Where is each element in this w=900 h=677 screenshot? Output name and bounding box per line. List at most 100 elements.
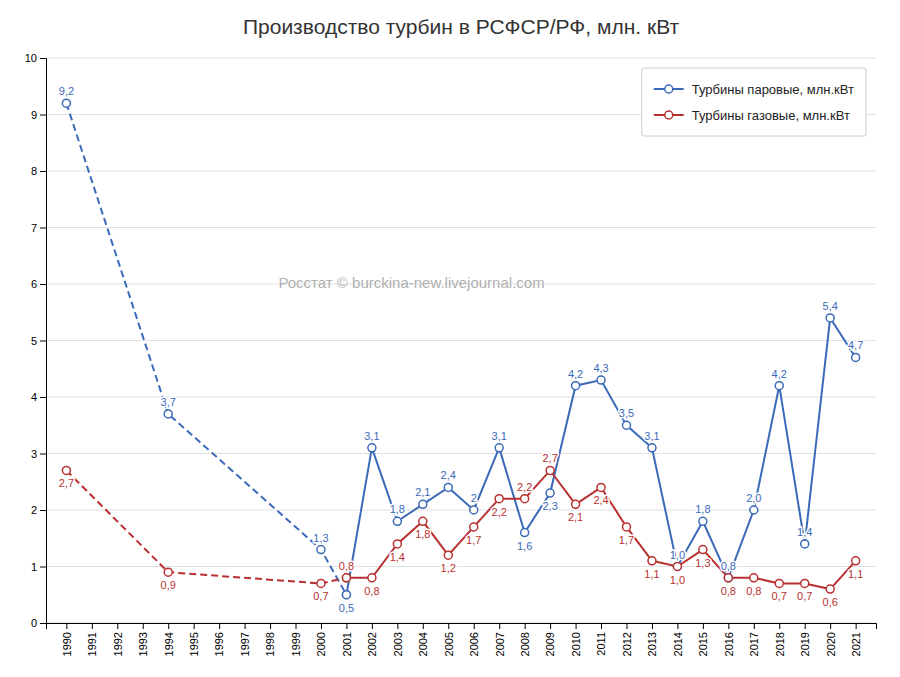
series-line: [346, 318, 855, 595]
x-tick-label: 2017: [748, 632, 760, 656]
series-point: [801, 579, 809, 587]
x-tick: 2006: [468, 623, 480, 656]
series-point: [648, 557, 656, 565]
y-tick-label: 10: [25, 52, 37, 64]
y-tick-mark: [40, 454, 46, 455]
data-label: 2,4: [593, 494, 608, 506]
y-axis-line: [40, 59, 47, 624]
x-tick-label: 2002: [366, 632, 378, 656]
y-tick-label: 1: [31, 561, 37, 573]
x-tick-label: 2021: [850, 632, 862, 656]
series-point: [750, 574, 758, 582]
series-point: [521, 495, 529, 503]
series-point: [164, 568, 172, 576]
y-tick: 3: [31, 448, 46, 460]
x-tick: 1994: [163, 623, 175, 656]
x-tick-mark: [474, 623, 475, 629]
series-point: [673, 563, 681, 571]
x-tick-mark: [168, 623, 169, 629]
series-point: [724, 574, 732, 582]
x-tick: 1990: [61, 623, 73, 656]
series-point: [699, 546, 707, 554]
y-tick-label: 0: [31, 617, 37, 629]
data-label: 0,8: [746, 585, 761, 597]
series-point: [546, 489, 554, 497]
x-tick-label: 2003: [392, 632, 404, 656]
data-label: 1,8: [415, 528, 430, 540]
y-tick-label: 2: [31, 504, 37, 516]
series-point: [521, 529, 529, 537]
grid-line: [46, 171, 876, 172]
data-labels: 9,22,73,70,91,30,70,80,53,10,81,81,42,11…: [59, 85, 864, 614]
y-axis: 012345678910: [25, 52, 47, 629]
y-tick-label: 6: [31, 278, 37, 290]
grid-line: [46, 453, 876, 454]
data-label: 0,7: [313, 590, 328, 602]
series-point: [393, 540, 401, 548]
x-axis: 1990199119921993199419951996199719981999…: [47, 623, 877, 656]
grid-line: [46, 227, 876, 228]
x-tick-label: 2015: [697, 632, 709, 656]
series-point: [164, 410, 172, 418]
data-label: 1,2: [441, 562, 456, 574]
x-tick-mark: [754, 623, 755, 629]
y-tick: 8: [31, 165, 46, 177]
data-label: 3,7: [161, 396, 176, 408]
legend-label: Турбины газовые, млн.кВт: [692, 108, 850, 123]
data-label: 1,8: [695, 503, 710, 515]
data-label: 4,2: [568, 368, 583, 380]
x-tick-label: 2008: [519, 632, 531, 656]
data-label: 9,2: [59, 85, 74, 97]
data-label: 4,2: [772, 368, 787, 380]
x-tick: 2003: [392, 623, 404, 656]
data-label: 0,7: [797, 590, 812, 602]
x-tick-mark: [703, 623, 704, 629]
plot-area: [62, 99, 859, 599]
data-label: 2,1: [568, 511, 583, 523]
data-label: 1,4: [390, 551, 405, 563]
y-tick-mark: [40, 397, 46, 398]
x-tick-label: 2016: [723, 632, 735, 656]
x-tick-mark: [728, 623, 729, 629]
x-tick-label: 2004: [417, 632, 429, 656]
y-tick: 0: [31, 617, 46, 629]
y-tick-label: 9: [31, 109, 37, 121]
x-tick-label: 2006: [468, 632, 480, 656]
legend-marker: [665, 111, 673, 119]
grid-line: [46, 566, 876, 567]
data-label: 0,9: [161, 579, 176, 591]
x-tick-label: 1996: [213, 632, 225, 656]
data-label: 5,4: [823, 300, 838, 312]
series-point: [62, 466, 70, 474]
x-tick-label: 2020: [825, 632, 837, 656]
x-tick: 2004: [417, 623, 429, 656]
series-point: [317, 579, 325, 587]
data-label: 2,2: [517, 481, 532, 493]
x-tick: 2019: [799, 623, 811, 656]
x-tick-mark: [448, 623, 449, 629]
data-label: 2,7: [542, 452, 557, 464]
x-tick: 2016: [723, 623, 735, 656]
data-label: 1,7: [619, 534, 634, 546]
series-point: [572, 382, 580, 390]
x-tick-label: 1990: [61, 632, 73, 656]
data-label: 0,8: [339, 560, 354, 572]
legend-box: [642, 68, 866, 136]
legend: Турбины паровые, млн.кВтТурбины газовые,…: [642, 68, 866, 136]
x-tick-mark: [66, 623, 67, 629]
x-tick-label: 2009: [544, 632, 556, 656]
x-tick: 2015: [697, 623, 709, 656]
data-label: 1,8: [390, 503, 405, 515]
data-label: 1,4: [797, 526, 812, 538]
series-point: [495, 444, 503, 452]
x-tick: 2009: [544, 623, 556, 656]
data-label: 0,8: [721, 560, 736, 572]
data-label: 3,1: [644, 430, 659, 442]
x-tick-mark: [423, 623, 424, 629]
series-point: [342, 591, 350, 599]
x-tick-label: 2000: [315, 632, 327, 656]
series-point: [775, 579, 783, 587]
data-label: 3,1: [364, 430, 379, 442]
x-tick: 2010: [570, 623, 582, 656]
data-label: 2,2: [492, 506, 507, 518]
